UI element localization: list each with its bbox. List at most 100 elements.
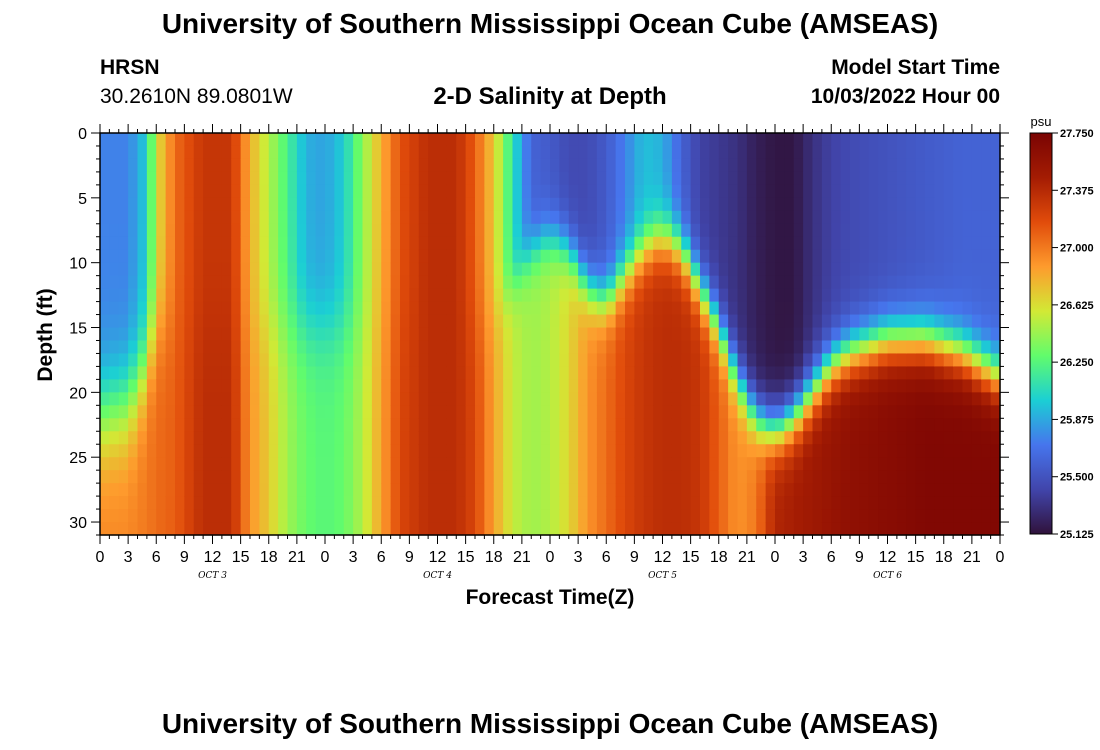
heatmap-cell xyxy=(850,327,860,342)
heatmap-cell xyxy=(175,171,185,186)
heatmap-cell xyxy=(296,340,307,355)
heatmap-cell xyxy=(221,133,232,147)
heatmap-cell xyxy=(765,379,776,393)
heatmap-cell xyxy=(690,327,701,342)
heatmap-cell xyxy=(296,223,307,238)
heatmap-cell xyxy=(296,236,307,251)
heatmap-cell xyxy=(906,444,917,458)
heatmap-cell xyxy=(475,314,485,329)
heatmap-cell xyxy=(203,184,214,199)
heatmap-cell xyxy=(925,509,935,523)
heatmap-cell xyxy=(653,327,664,342)
heatmap-cell xyxy=(550,184,560,199)
heatmap-cell xyxy=(859,145,870,160)
heatmap-cell xyxy=(456,145,467,160)
heatmap-cell xyxy=(596,470,607,484)
heatmap-cell xyxy=(409,184,420,199)
heatmap-cell xyxy=(418,223,429,238)
heatmap-cell xyxy=(643,522,654,536)
heatmap-cell xyxy=(512,444,523,458)
heatmap-cell xyxy=(259,366,270,380)
heatmap-cell xyxy=(840,405,851,419)
heatmap-cell xyxy=(896,236,907,251)
heatmap-cell xyxy=(812,418,823,432)
heatmap-cell xyxy=(193,405,204,419)
heatmap-cell xyxy=(137,366,148,380)
heatmap-cell xyxy=(643,509,654,523)
heatmap-cell xyxy=(812,483,823,497)
heatmap-cell xyxy=(156,275,167,290)
heatmap-cell xyxy=(240,457,251,471)
heatmap-cell xyxy=(306,392,317,406)
heatmap-cell xyxy=(221,353,232,368)
heatmap-cell xyxy=(784,431,795,445)
heatmap-cell xyxy=(671,184,682,199)
heatmap-cell xyxy=(840,249,851,264)
heatmap-cell xyxy=(203,327,214,342)
heatmap-cell xyxy=(315,249,326,264)
heatmap-cell xyxy=(559,184,570,199)
heatmap-cell xyxy=(962,392,973,406)
heatmap-cell xyxy=(793,405,804,419)
heatmap-cell xyxy=(934,483,945,497)
heatmap-cell xyxy=(906,431,917,445)
heatmap-cell xyxy=(118,509,129,523)
x-tick-label: 21 xyxy=(963,549,981,566)
heatmap-cell xyxy=(878,197,889,212)
heatmap-cell xyxy=(325,301,335,316)
heatmap-cell xyxy=(615,314,626,329)
heatmap-cell xyxy=(512,379,523,393)
heatmap-cell xyxy=(353,366,364,380)
heatmap-cell xyxy=(418,275,429,290)
heatmap-cell xyxy=(850,223,860,238)
heatmap-cell xyxy=(971,197,982,212)
heatmap-cell xyxy=(184,301,195,316)
heatmap-cell xyxy=(971,366,982,380)
heatmap-cell xyxy=(578,418,589,432)
heatmap-cell xyxy=(878,431,889,445)
heatmap-cell xyxy=(334,509,345,523)
heatmap-cell xyxy=(409,483,420,497)
heatmap-cell xyxy=(343,340,354,355)
heatmap-cell xyxy=(428,470,439,484)
heatmap-cell xyxy=(765,275,776,290)
heatmap-cell xyxy=(212,133,223,147)
heatmap-cell xyxy=(400,197,410,212)
heatmap-cell xyxy=(465,236,476,251)
heatmap-cell xyxy=(250,496,260,510)
heatmap-cell xyxy=(859,158,870,173)
footer-title: University of Southern Mississippi Ocean… xyxy=(161,708,939,739)
heatmap-cell xyxy=(100,223,110,238)
heatmap-cell xyxy=(428,483,439,497)
heatmap-cell xyxy=(953,133,964,147)
heatmap-cell xyxy=(287,470,298,484)
heatmap-cell xyxy=(896,483,907,497)
heatmap-cell xyxy=(493,262,504,277)
heatmap-cell xyxy=(165,496,176,510)
heatmap-cell xyxy=(212,327,223,342)
day-label: OCT 3 xyxy=(198,571,227,581)
heatmap-cell xyxy=(175,327,185,342)
heatmap-cell xyxy=(437,197,448,212)
heatmap-cell xyxy=(315,366,326,380)
heatmap-cell xyxy=(971,210,982,225)
heatmap-cell xyxy=(718,184,729,199)
heatmap-cell xyxy=(325,418,335,432)
heatmap-cell xyxy=(765,522,776,536)
heatmap-cell xyxy=(878,158,889,173)
heatmap-cell xyxy=(400,353,410,368)
heatmap-cell xyxy=(615,379,626,393)
heatmap-cell xyxy=(212,431,223,445)
heatmap-cell xyxy=(475,158,485,173)
heatmap-cell xyxy=(868,275,879,290)
heatmap-cell xyxy=(175,353,185,368)
heatmap-cell xyxy=(596,366,607,380)
heatmap-cell xyxy=(100,379,110,393)
heatmap-cell xyxy=(390,418,401,432)
heatmap-cell xyxy=(700,171,710,186)
heatmap-cell xyxy=(128,249,139,264)
heatmap-cell xyxy=(662,236,673,251)
heatmap-cell xyxy=(578,470,589,484)
heatmap-cell xyxy=(503,145,514,160)
heatmap-cell xyxy=(681,509,692,523)
